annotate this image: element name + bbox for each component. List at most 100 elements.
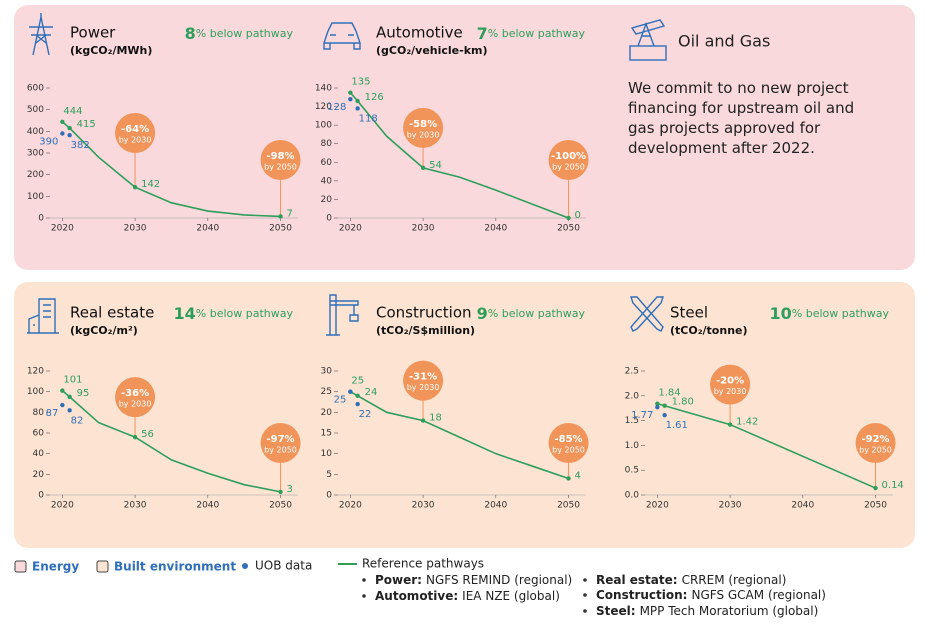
uob-label: 87 [46, 408, 59, 419]
y-tick-label: 300 [27, 149, 44, 159]
chart-title: Steel [670, 304, 708, 322]
uob-point [355, 106, 360, 111]
sector-icon [326, 294, 359, 336]
y-tick-label: 40 [321, 176, 333, 186]
annotation-note: by 2030 [119, 400, 152, 409]
uob-label: 1.77 [631, 410, 653, 421]
source-sector: Construction: [596, 588, 687, 602]
x-tick-label: 2050 [269, 501, 292, 511]
uob-point [67, 408, 72, 413]
legend-uob-dot [242, 563, 248, 569]
annotation-note: by 2030 [407, 130, 440, 139]
source-sector: Steel: [596, 604, 636, 618]
reference-label: 1.80 [672, 397, 694, 408]
legend-swatch [14, 560, 27, 573]
reference-label: 3 [287, 484, 293, 495]
y-tick-label: 80 [321, 139, 333, 149]
gap-text: % below pathway [196, 27, 294, 40]
y-tick-label: 40 [33, 449, 45, 459]
reference-point [566, 215, 571, 221]
annotation-text: -64% [121, 124, 149, 135]
oil-gas-title: Oil and Gas [678, 32, 770, 51]
bullet [362, 594, 366, 598]
y-tick-label: 0 [38, 214, 44, 224]
gap-value: 8 [185, 24, 196, 43]
chart-title: Automotive [376, 24, 463, 42]
y-tick-label: 500 [27, 105, 44, 115]
y-tick-label: 1.5 [625, 416, 639, 426]
source-name: CRREM (regional) [682, 573, 787, 587]
gap-value: 14 [174, 304, 196, 323]
reference-point [132, 185, 138, 190]
annotation-note: by 2050 [264, 163, 297, 172]
annotation-bubble [548, 423, 589, 463]
reference-point [278, 489, 283, 495]
reference-line [349, 390, 569, 480]
legend-label: Reference pathways [362, 557, 484, 571]
chart-unit: (gCO₂/vehicle-km) [376, 44, 488, 57]
annotation-text: -98% [266, 151, 294, 162]
reference-label: 1.84 [658, 388, 680, 399]
y-tick-label: 20 [321, 408, 333, 418]
x-tick-label: 2030 [412, 224, 435, 234]
bullet [362, 578, 366, 582]
reference-line [349, 92, 569, 219]
uob-label: 118 [359, 113, 378, 124]
chart-unit: (kgCO₂/MWh) [70, 44, 152, 57]
reference-label: 18 [429, 413, 442, 424]
y-tick-label: 120 [27, 367, 44, 377]
gap-text: % below pathway [488, 307, 586, 320]
annotation-text: -85% [554, 434, 582, 445]
annotation-bubble [710, 364, 751, 405]
legend-label: Energy [32, 560, 79, 574]
annotation-text: -20% [716, 376, 744, 387]
x-tick-label: 2020 [339, 224, 362, 234]
uob-point [67, 133, 72, 138]
annotation-note: by 2030 [119, 136, 152, 145]
uob-label: 390 [39, 137, 58, 148]
y-tick-label: 100 [27, 192, 44, 202]
chart-title: Construction [376, 304, 472, 322]
reference-label: 415 [77, 119, 96, 130]
y-tick-label: 0 [326, 214, 332, 224]
annotation-text: -58% [409, 119, 437, 130]
source-name: IEA NZE (global) [462, 589, 560, 603]
x-tick-label: 2040 [196, 501, 219, 511]
reference-label: 0.14 [882, 480, 904, 491]
x-tick-label: 2050 [864, 501, 887, 511]
uob-point [348, 96, 353, 102]
annotation-text: -97% [266, 434, 294, 445]
y-tick-label: 0.5 [625, 466, 639, 476]
annotation-note: by 2030 [407, 383, 440, 392]
x-tick-label: 2030 [124, 501, 147, 511]
source-name: NGFS GCAM (regional) [691, 588, 825, 602]
reference-label: 0 [575, 210, 581, 221]
y-tick-label: 60 [33, 429, 45, 439]
y-tick-label: 2.0 [625, 391, 640, 401]
y-tick-label: 400 [27, 127, 44, 137]
x-tick-label: 2040 [791, 501, 814, 511]
reference-point [132, 434, 138, 440]
y-tick-label: 200 [27, 170, 44, 180]
annotation-text: -92% [861, 434, 889, 445]
reference-point [873, 485, 878, 491]
x-tick-label: 2020 [646, 501, 669, 511]
reference-point [355, 393, 360, 398]
x-tick-label: 2020 [339, 501, 362, 511]
reference-line [61, 390, 281, 493]
source: Real estate: CRREM (regional) [596, 573, 786, 587]
y-tick-label: 60 [321, 158, 333, 168]
chart-title: Power [70, 24, 116, 42]
x-tick-label: 2040 [484, 501, 507, 511]
reference-label: 56 [141, 429, 154, 440]
sector-icon [630, 296, 664, 332]
chart-unit: (kgCO₂/m²) [70, 324, 138, 337]
x-tick-label: 2050 [269, 224, 292, 234]
chart-unit: (tCO₂/S$million) [376, 324, 475, 337]
gap-value: 9 [477, 304, 488, 323]
reference-point [420, 165, 426, 171]
reference-point [355, 98, 360, 104]
y-tick-label: 140 [315, 84, 332, 94]
bullet [583, 609, 587, 613]
chart-title: Real estate [70, 304, 154, 322]
